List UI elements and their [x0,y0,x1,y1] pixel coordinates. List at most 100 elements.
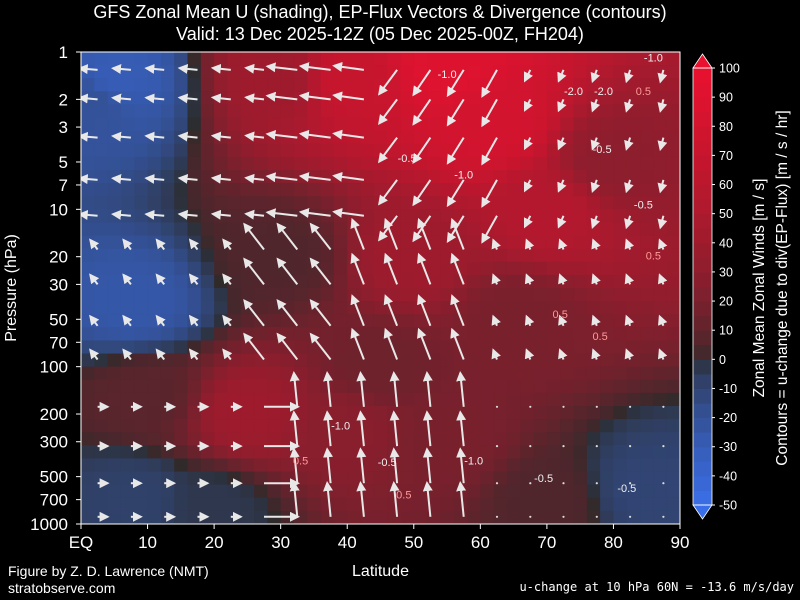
wind-shading-cell [427,209,441,224]
wind-shading-cell [413,471,428,486]
wind-shading-cell [440,406,455,420]
wind-shading-cell [626,52,641,66]
wind-shading-cell [586,209,601,224]
wind-shading-cell [400,65,415,79]
wind-shading-cell [107,117,122,132]
wind-shading-cell [533,379,548,394]
wind-shading-cell [613,327,628,342]
wind-shading-cell [214,458,229,473]
wind-shading-cell [347,117,362,132]
wind-shading-cell [94,458,109,473]
wind-shading-cell [200,301,215,315]
wind-shading-cell [560,406,575,420]
wind-shading-cell [147,445,162,460]
wind-shading-cell [427,419,441,433]
ep-flux-arrow [378,98,398,126]
wind-shading-cell [506,156,521,171]
wind-shading-cell [347,497,362,512]
wind-shading-cell [613,104,628,119]
wind-shading-cell [147,117,162,132]
wind-shading-cell [626,143,641,158]
wind-shading-cell [360,65,375,79]
ep-flux-arrow [456,447,467,484]
wind-shading-cell [600,288,615,302]
wind-shading-cell [640,143,654,158]
wind-shading-cell [467,458,481,473]
wind-shading-cell [280,288,295,302]
wind-shading-cell [333,301,348,315]
ep-flux-dot [529,445,532,448]
wind-shading-cell [666,314,680,328]
wind-shading-cell [187,301,202,315]
wind-shading-cell [320,288,335,302]
wind-shading-cell [573,432,588,446]
wind-shading-cell [506,183,521,197]
wind-shading-cell [254,379,268,394]
wind-shading-cell [533,288,548,302]
wind-shading-cell [280,392,295,407]
wind-shading-cell [214,156,229,171]
wind-shading-cell [427,458,441,473]
wind-shading-cell [600,196,615,210]
wind-shading-cell [147,484,162,499]
wind-shading-cell [107,458,122,473]
wind-shading-cell [187,432,202,446]
wind-shading-cell [240,196,255,210]
wind-shading-cell [520,471,535,486]
y-tick-label: 10 [49,200,68,219]
wind-shading-cell [546,91,561,106]
wind-shading-cell [227,288,242,302]
ep-flux-arrow [222,238,233,251]
wind-shading-cell [347,78,362,92]
wind-shading-cell [560,327,575,342]
wind-shading-cell [254,484,268,499]
wind-shading-cell [493,156,508,171]
wind-shading-cell [293,327,308,342]
wind-shading-cell [174,117,189,132]
wind-shading-cell [280,156,295,171]
ep-flux-arrow [412,137,432,164]
wind-shading-cell [333,314,348,328]
wind-shading-cell [467,130,481,145]
wind-shading-cell [666,392,680,407]
wind-shading-cell [427,130,441,145]
wind-shading-cell [493,130,508,145]
wind-shading-cell [520,406,535,420]
wind-shading-cell [613,445,628,460]
wind-shading-cell [240,432,255,446]
wind-shading-cell [227,130,242,145]
ep-flux-arrow [332,61,365,72]
ep-flux-arrow [524,348,535,360]
y-tick-label: 100 [40,358,68,377]
y-tick-label: 1000 [30,515,68,534]
wind-shading-cell [107,510,122,524]
wind-shading-cell [81,353,95,368]
wind-shading-cell [626,392,641,407]
wind-shading-cell [107,170,122,184]
ep-flux-arrow [657,215,668,230]
wind-shading-cell [387,65,402,79]
wind-shading-cell [187,104,202,119]
wind-shading-cell [387,196,402,210]
wind-shading-cell [600,222,615,237]
ep-flux-arrow [177,93,198,104]
wind-shading-cell [440,274,455,289]
ep-flux-arrow [524,215,533,229]
wind-shading-cell [134,196,149,210]
wind-shading-cell [307,288,322,302]
wind-shading-cell [160,52,175,66]
wind-shading-cell [480,274,495,289]
wind-shading-cell [360,130,375,145]
ep-flux-arrow [557,69,567,83]
ep-flux-arrow [222,314,233,327]
ep-flux-dot [495,445,499,448]
ep-flux-arrow [177,131,198,142]
wind-shading-cell [573,52,588,66]
wind-shading-cell [174,301,189,315]
wind-shading-cell [147,471,162,486]
wind-shading-cell [533,143,548,158]
ep-flux-arrow [244,93,265,104]
wind-shading-cell [174,170,189,184]
wind-shading-cell [333,366,348,381]
wind-shading-cell [307,248,322,263]
